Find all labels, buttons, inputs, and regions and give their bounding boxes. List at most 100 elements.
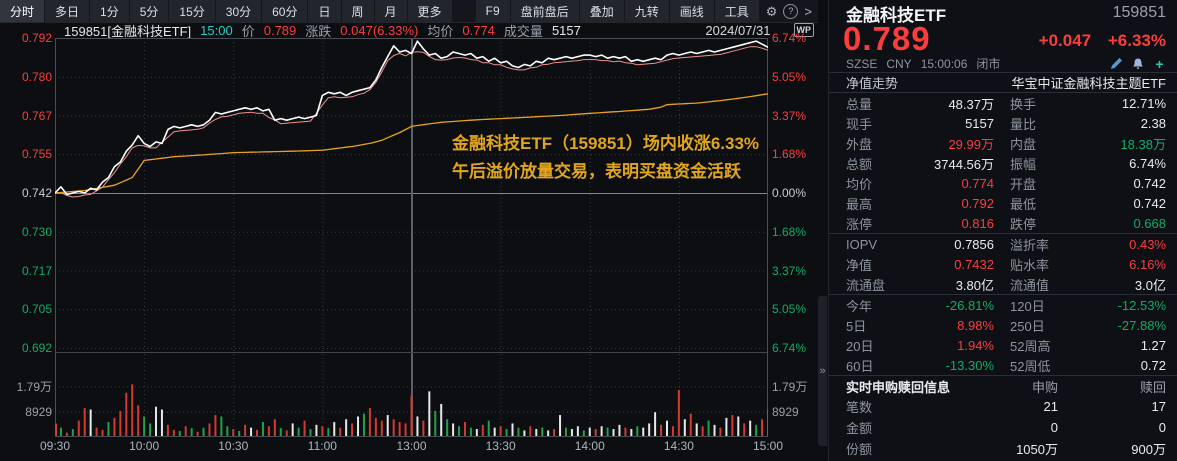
stat-label: 60日 <box>846 358 874 374</box>
stats-row-涨停: 涨停 0.816 跌停 0.668 <box>829 213 1177 233</box>
time-tick-14:00: 14:00 <box>574 439 605 453</box>
intraday-chart[interactable]: 0.792 0.780 0.767 0.755 0.742 0.730 0.717 0.705… <box>0 31 818 461</box>
stat-value: 0.7432 <box>954 256 994 272</box>
exchange-label: SZSE <box>846 56 878 71</box>
collapse-chevrons-icon: » <box>819 365 826 377</box>
stats-row-5日: 5日 8.98% 250日 -27.88% <box>829 315 1177 335</box>
vol-tick-right-0: 1.79万 <box>772 380 808 395</box>
sub-row-label: 金额 <box>846 421 873 436</box>
stat-value: 0.7856 <box>954 236 994 252</box>
stat-value: 18.38万 <box>1120 136 1166 152</box>
quote-info-bar: 159851[金融科技ETF] 15:00 价 0.789 涨跌 0.047(6… <box>0 22 818 39</box>
stat-value: 3.80亿 <box>955 277 994 293</box>
stat-label: 量比 <box>1010 116 1037 132</box>
toolbar-tab-30分[interactable]: 30分 <box>215 0 263 22</box>
add-watchlist-icon[interactable]: + <box>1155 55 1164 72</box>
stat-label: 52周高 <box>1010 338 1051 354</box>
etf-name: 金融科技ETF <box>846 5 947 25</box>
panel-collapse-handle[interactable]: » <box>818 296 827 446</box>
stat-label: 最高 <box>846 196 873 212</box>
stats-row-最高: 最高 0.792 最低 0.742 <box>829 193 1177 213</box>
stat-label: 流通值 <box>1010 277 1050 293</box>
annotation-line-1: 金融科技ETF（159851）场内收涨6.33% <box>452 134 760 153</box>
stat-label: 总额 <box>846 156 873 172</box>
nav-trend-label[interactable]: 净值走势 <box>846 76 899 91</box>
price-tick-left-2: 0.767 <box>21 108 52 123</box>
subscribe-value: 1050万 <box>1016 442 1058 457</box>
toolbar-tool-工具[interactable]: 工具 <box>714 0 760 22</box>
price-tick-left-4: 0.742 <box>21 186 52 200</box>
nav-trend-row[interactable]: 净值走势 华宝中证金融科技主题ETF <box>829 73 1177 92</box>
stat-value: 0.792 <box>961 195 994 211</box>
toolbar-tab-更多[interactable]: 更多 <box>407 0 453 22</box>
toolbar-tool-F9[interactable]: F9 <box>475 0 511 22</box>
subscribe-value: 21 <box>1043 399 1058 414</box>
market-status-row: SZSE CNY 15:00:06 闭市 + <box>829 55 1177 72</box>
price-tick-left-7: 0.705 <box>21 302 52 317</box>
toolbar-tool-九转[interactable]: 九转 <box>624 0 670 22</box>
toolbar-spacer <box>453 0 476 22</box>
stat-label: 溢折率 <box>1010 237 1050 253</box>
toolbar-icon-group: ⚙ ? > <box>759 0 818 22</box>
stat-value: 0.43% <box>1129 236 1166 252</box>
stats-separator-2 <box>829 375 1177 376</box>
volume-value: 5157 <box>551 22 581 38</box>
stat-value: 5157 <box>965 115 994 131</box>
stats-row-今年: 今年 -26.81% 120日 -12.53% <box>829 295 1177 315</box>
stat-label: 120日 <box>1010 298 1045 314</box>
redeem-value: 0 <box>1158 420 1166 435</box>
sub-row-label: 笔数 <box>846 400 873 415</box>
last-price: 0.789 <box>843 20 931 57</box>
help-icon[interactable]: ? <box>783 3 799 19</box>
price-tick-left-1: 0.780 <box>21 69 52 84</box>
price-tick-left-0: 0.792 <box>21 31 52 45</box>
alert-bell-icon[interactable] <box>1131 57 1144 70</box>
stats-table: 总量 48.37万 换手 12.71% 现手 5157 量比 2.38 外盘 29.99万 内盘 18… <box>829 93 1177 376</box>
edit-pencil-icon[interactable] <box>1109 57 1122 70</box>
wp-watermark-badge[interactable]: WP <box>793 23 814 37</box>
toolbar-tool-画线[interactable]: 画线 <box>669 0 715 22</box>
stat-value: -26.81% <box>945 297 994 313</box>
pct-tick-right-8: 6.74% <box>772 341 807 355</box>
stat-value: 6.16% <box>1129 256 1166 272</box>
toolbar-tab-周[interactable]: 周 <box>341 0 375 22</box>
time-tick-15:00: 15:00 <box>752 439 784 453</box>
stat-value: 0.816 <box>961 215 994 231</box>
time-tick-10:00: 10:00 <box>129 439 160 453</box>
toolbar-tab-1分[interactable]: 1分 <box>90 0 130 22</box>
stat-label: 净值 <box>846 257 873 273</box>
stat-value: -13.30% <box>945 357 994 373</box>
chevron-right-icon[interactable]: > <box>804 3 812 19</box>
toolbar-tab-日[interactable]: 日 <box>308 0 342 22</box>
toolbar-tab-15分[interactable]: 15分 <box>169 0 216 22</box>
stat-value: 0.742 <box>1133 175 1166 191</box>
toolbar-tab-分时[interactable]: 分时 <box>0 0 46 22</box>
price-tick-left-3: 0.755 <box>21 147 52 162</box>
toolbar-tool-盘前盘后[interactable]: 盘前盘后 <box>510 0 580 22</box>
stat-value: 12.71% <box>1121 95 1166 111</box>
subscribe-value: 0 <box>1050 420 1058 435</box>
sub-row-label: 份额 <box>846 442 873 457</box>
price-value: 0.789 <box>263 22 297 38</box>
toolbar-tab-多日[interactable]: 多日 <box>45 0 91 22</box>
toolbar-tab-60分[interactable]: 60分 <box>262 0 309 22</box>
change-percent: +6.33% <box>1107 31 1166 50</box>
stat-value: 2.38 <box>1140 115 1166 131</box>
quote-timestamp: 15:00:06 <box>920 56 968 71</box>
toolbar-tab-月[interactable]: 月 <box>374 0 408 22</box>
redeem-value: 17 <box>1151 399 1166 414</box>
chart-plot-svg[interactable] <box>55 38 768 437</box>
toolbar-tool-叠加[interactable]: 叠加 <box>579 0 625 22</box>
stat-label: 5日 <box>846 318 867 334</box>
stat-label: 内盘 <box>1010 136 1037 152</box>
toolbar-right-group: F9 盘前盘后 叠加 九转 画线 工具 <box>475 0 760 22</box>
avg-label: 均价 <box>427 23 454 39</box>
stat-value: -27.88% <box>1117 317 1166 333</box>
stat-label: 均价 <box>846 176 873 192</box>
pct-tick-right-6: 3.37% <box>772 263 807 278</box>
stat-value: 1.94% <box>957 337 994 353</box>
settings-gear-icon[interactable]: ⚙ <box>765 3 778 19</box>
toolbar-tab-5分[interactable]: 5分 <box>129 0 170 22</box>
stats-row-总量: 总量 48.37万 换手 12.71% <box>829 93 1177 113</box>
price-tick-left-8: 0.692 <box>21 341 52 355</box>
